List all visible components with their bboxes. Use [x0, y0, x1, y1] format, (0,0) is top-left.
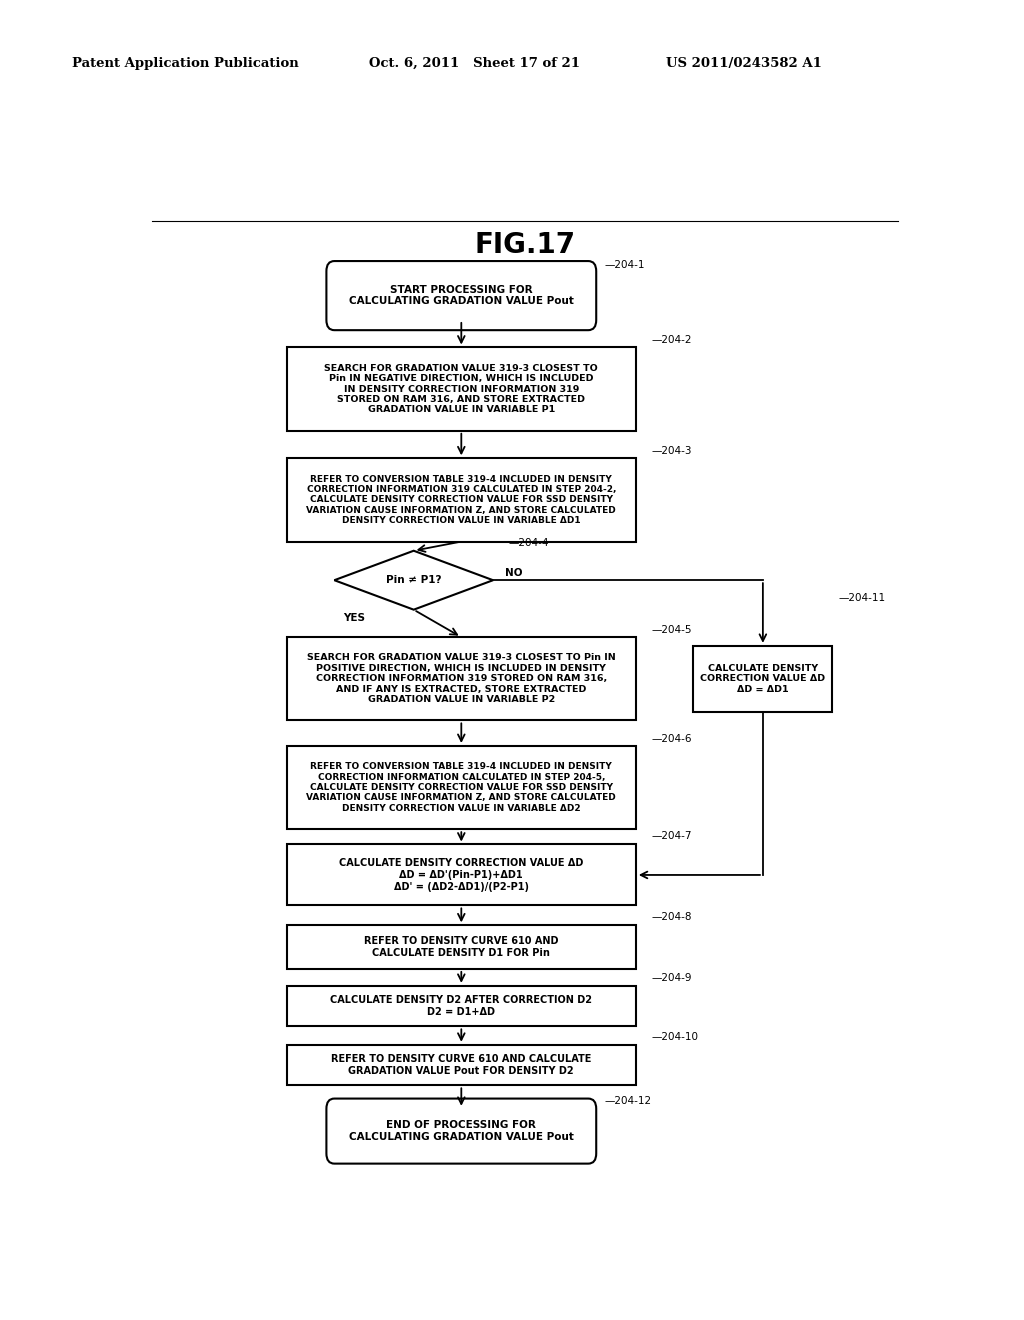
Text: —204-10: —204-10 [651, 1032, 698, 1041]
Text: YES: YES [343, 612, 366, 623]
Text: —204-6: —204-6 [651, 734, 692, 744]
Bar [287, 638, 636, 721]
Text: —204-5: —204-5 [651, 626, 692, 635]
Bar [287, 458, 636, 541]
Text: —204-1: —204-1 [604, 260, 645, 271]
Bar [287, 347, 636, 430]
Text: Pin ≠ P1?: Pin ≠ P1? [386, 576, 441, 585]
Bar [287, 925, 636, 969]
Bar [287, 1044, 636, 1085]
Text: REFER TO CONVERSION TABLE 319-4 INCLUDED IN DENSITY
CORRECTION INFORMATION 319 C: REFER TO CONVERSION TABLE 319-4 INCLUDED… [306, 475, 616, 525]
Text: CALCULATE DENSITY CORRECTION VALUE ΔD
ΔD = ΔD'(Pin-P1)+ΔD1
ΔD' = (ΔD2-ΔD1)/(P2-P: CALCULATE DENSITY CORRECTION VALUE ΔD ΔD… [339, 858, 584, 891]
Text: —204-2: —204-2 [651, 335, 692, 346]
FancyBboxPatch shape [327, 261, 596, 330]
Bar [287, 746, 636, 829]
Text: FIG.17: FIG.17 [474, 231, 575, 259]
Text: SEARCH FOR GRADATION VALUE 319-3 CLOSEST TO
Pin IN NEGATIVE DIRECTION, WHICH IS : SEARCH FOR GRADATION VALUE 319-3 CLOSEST… [325, 364, 598, 414]
Text: END OF PROCESSING FOR
CALCULATING GRADATION VALUE Pout: END OF PROCESSING FOR CALCULATING GRADAT… [349, 1121, 573, 1142]
Text: —204-11: —204-11 [839, 593, 886, 602]
Text: CALCULATE DENSITY D2 AFTER CORRECTION D2
D2 = D1+ΔD: CALCULATE DENSITY D2 AFTER CORRECTION D2… [331, 995, 592, 1016]
Text: —204-4: —204-4 [509, 537, 550, 548]
Text: —204-12: —204-12 [604, 1096, 651, 1106]
Text: NO: NO [505, 568, 522, 578]
Text: SEARCH FOR GRADATION VALUE 319-3 CLOSEST TO Pin IN
POSITIVE DIRECTION, WHICH IS : SEARCH FOR GRADATION VALUE 319-3 CLOSEST… [307, 653, 615, 704]
Bar [287, 986, 636, 1027]
FancyBboxPatch shape [327, 1098, 596, 1164]
Text: REFER TO DENSITY CURVE 610 AND
CALCULATE DENSITY D1 FOR Pin: REFER TO DENSITY CURVE 610 AND CALCULATE… [365, 936, 558, 958]
Text: —204-7: —204-7 [651, 832, 692, 841]
Text: START PROCESSING FOR
CALCULATING GRADATION VALUE Pout: START PROCESSING FOR CALCULATING GRADATI… [349, 285, 573, 306]
Text: REFER TO DENSITY CURVE 610 AND CALCULATE
GRADATION VALUE Pout FOR DENSITY D2: REFER TO DENSITY CURVE 610 AND CALCULATE… [331, 1055, 592, 1076]
Text: Patent Application Publication: Patent Application Publication [72, 57, 298, 70]
Text: REFER TO CONVERSION TABLE 319-4 INCLUDED IN DENSITY
CORRECTION INFORMATION CALCU: REFER TO CONVERSION TABLE 319-4 INCLUDED… [306, 762, 616, 813]
Text: US 2011/0243582 A1: US 2011/0243582 A1 [666, 57, 821, 70]
Text: Oct. 6, 2011   Sheet 17 of 21: Oct. 6, 2011 Sheet 17 of 21 [369, 57, 580, 70]
Text: —204-8: —204-8 [651, 912, 692, 921]
Bar [693, 645, 833, 711]
Polygon shape [334, 550, 494, 610]
Text: CALCULATE DENSITY
CORRECTION VALUE ΔD
ΔD = ΔD1: CALCULATE DENSITY CORRECTION VALUE ΔD ΔD… [700, 664, 825, 694]
Bar [287, 845, 636, 906]
Text: —204-3: —204-3 [651, 446, 692, 457]
Text: —204-9: —204-9 [651, 973, 692, 982]
